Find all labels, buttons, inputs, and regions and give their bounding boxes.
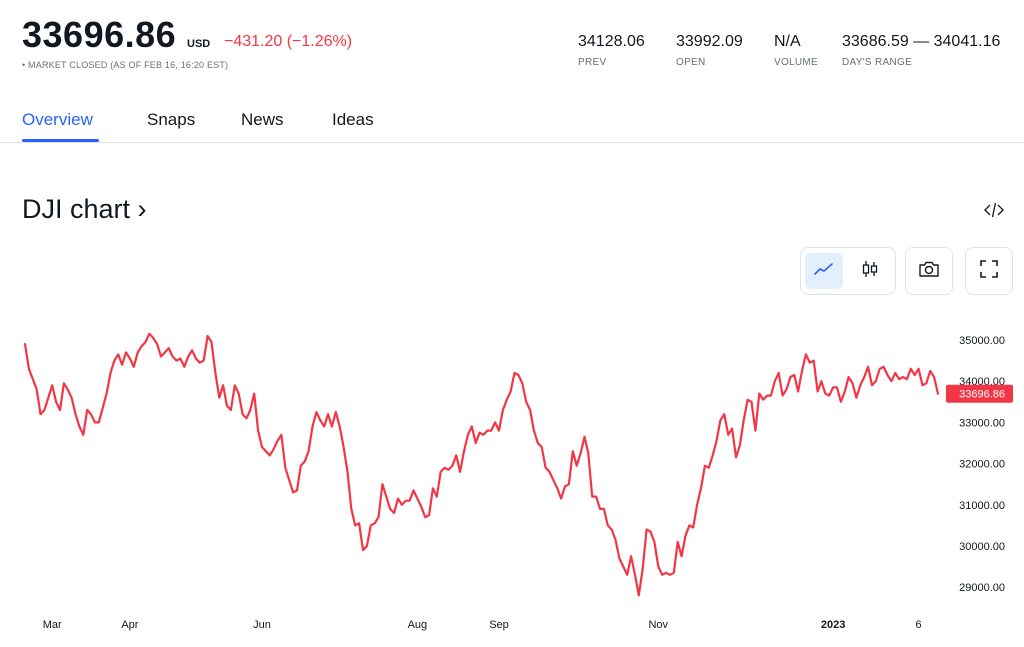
last-price-label: 33696.86 (946, 384, 1013, 403)
stat-volume: N/A VOLUME (774, 33, 818, 68)
x-tick-label: 2023 (821, 619, 845, 631)
y-tick-label: 31000.00 (959, 500, 1005, 512)
x-tick-label: Mar (43, 619, 62, 631)
x-tick-label: Apr (121, 619, 138, 631)
x-tick-label: 6 (916, 619, 922, 631)
x-tick-label: Sep (489, 619, 509, 631)
y-tick-label: 32000.00 (959, 459, 1005, 471)
stat-label: PREV (578, 57, 607, 68)
price-chart[interactable]: 35000.0034000.0033000.0032000.0031000.00… (0, 300, 1024, 640)
fullscreen-icon (977, 257, 1001, 286)
quote-header: 33696.86 USD −431.20 (−1.26%) • MARKET C… (0, 0, 1024, 90)
line-style-button[interactable] (805, 253, 843, 289)
x-axis: Mar Apr Jun Aug Sep Nov 2023 6 (43, 619, 922, 631)
line-chart-icon (812, 257, 836, 286)
snapshot-button[interactable] (905, 247, 953, 295)
y-tick-label: 35000.00 (959, 335, 1005, 347)
stat-open: 33992.09 OPEN (676, 33, 743, 68)
price-line (23, 332, 940, 597)
tab-overview[interactable]: Overview (22, 110, 93, 129)
price-change: −431.20 (−1.26%) (224, 33, 353, 50)
camera-icon (917, 257, 941, 286)
stat-value: 33686.59 — 34041.16 (842, 33, 1001, 50)
x-tick-label: Nov (648, 619, 668, 631)
last-price-badge (946, 384, 1013, 403)
candlestick-icon (858, 257, 882, 286)
last-price: 33696.86 (22, 14, 177, 55)
currency-label: USD (187, 38, 211, 50)
stat-label: DAY'S RANGE (842, 57, 913, 68)
chart-title-link[interactable]: DJI chart › (22, 194, 147, 224)
stat-days-range: 33686.59 — 34041.16 DAY'S RANGE (842, 33, 1000, 68)
tab-news[interactable]: News (241, 110, 284, 129)
stat-value: 34128.06 (578, 33, 645, 50)
code-embed-icon[interactable] (982, 198, 1006, 222)
tab-bar: Overview Snaps News Ideas (0, 100, 1024, 143)
stat-label: OPEN (676, 57, 706, 68)
tab-ideas[interactable]: Ideas (332, 110, 374, 129)
candle-style-button[interactable] (851, 253, 889, 289)
y-tick-label: 30000.00 (959, 541, 1005, 553)
market-status: • MARKET CLOSED (AS OF FEB 16, 16:20 EST… (22, 60, 229, 70)
fullscreen-button[interactable] (965, 247, 1013, 295)
stat-value: N/A (774, 33, 801, 50)
x-tick-label: Aug (408, 619, 428, 631)
y-tick-label: 33000.00 (959, 417, 1005, 429)
y-axis: 35000.0034000.0033000.0032000.0031000.00… (959, 335, 1005, 594)
active-tab-indicator (22, 139, 99, 142)
stat-label: VOLUME (774, 57, 819, 68)
stat-value: 33992.09 (676, 33, 743, 50)
y-tick-label: 29000.00 (959, 582, 1005, 594)
tab-snaps[interactable]: Snaps (147, 110, 196, 129)
x-tick-label: Jun (253, 619, 271, 631)
last-price-badge-text: 33696.86 (959, 389, 1005, 401)
stat-prev: 34128.06 PREV (578, 33, 645, 68)
chart-style-toggle (800, 247, 896, 295)
